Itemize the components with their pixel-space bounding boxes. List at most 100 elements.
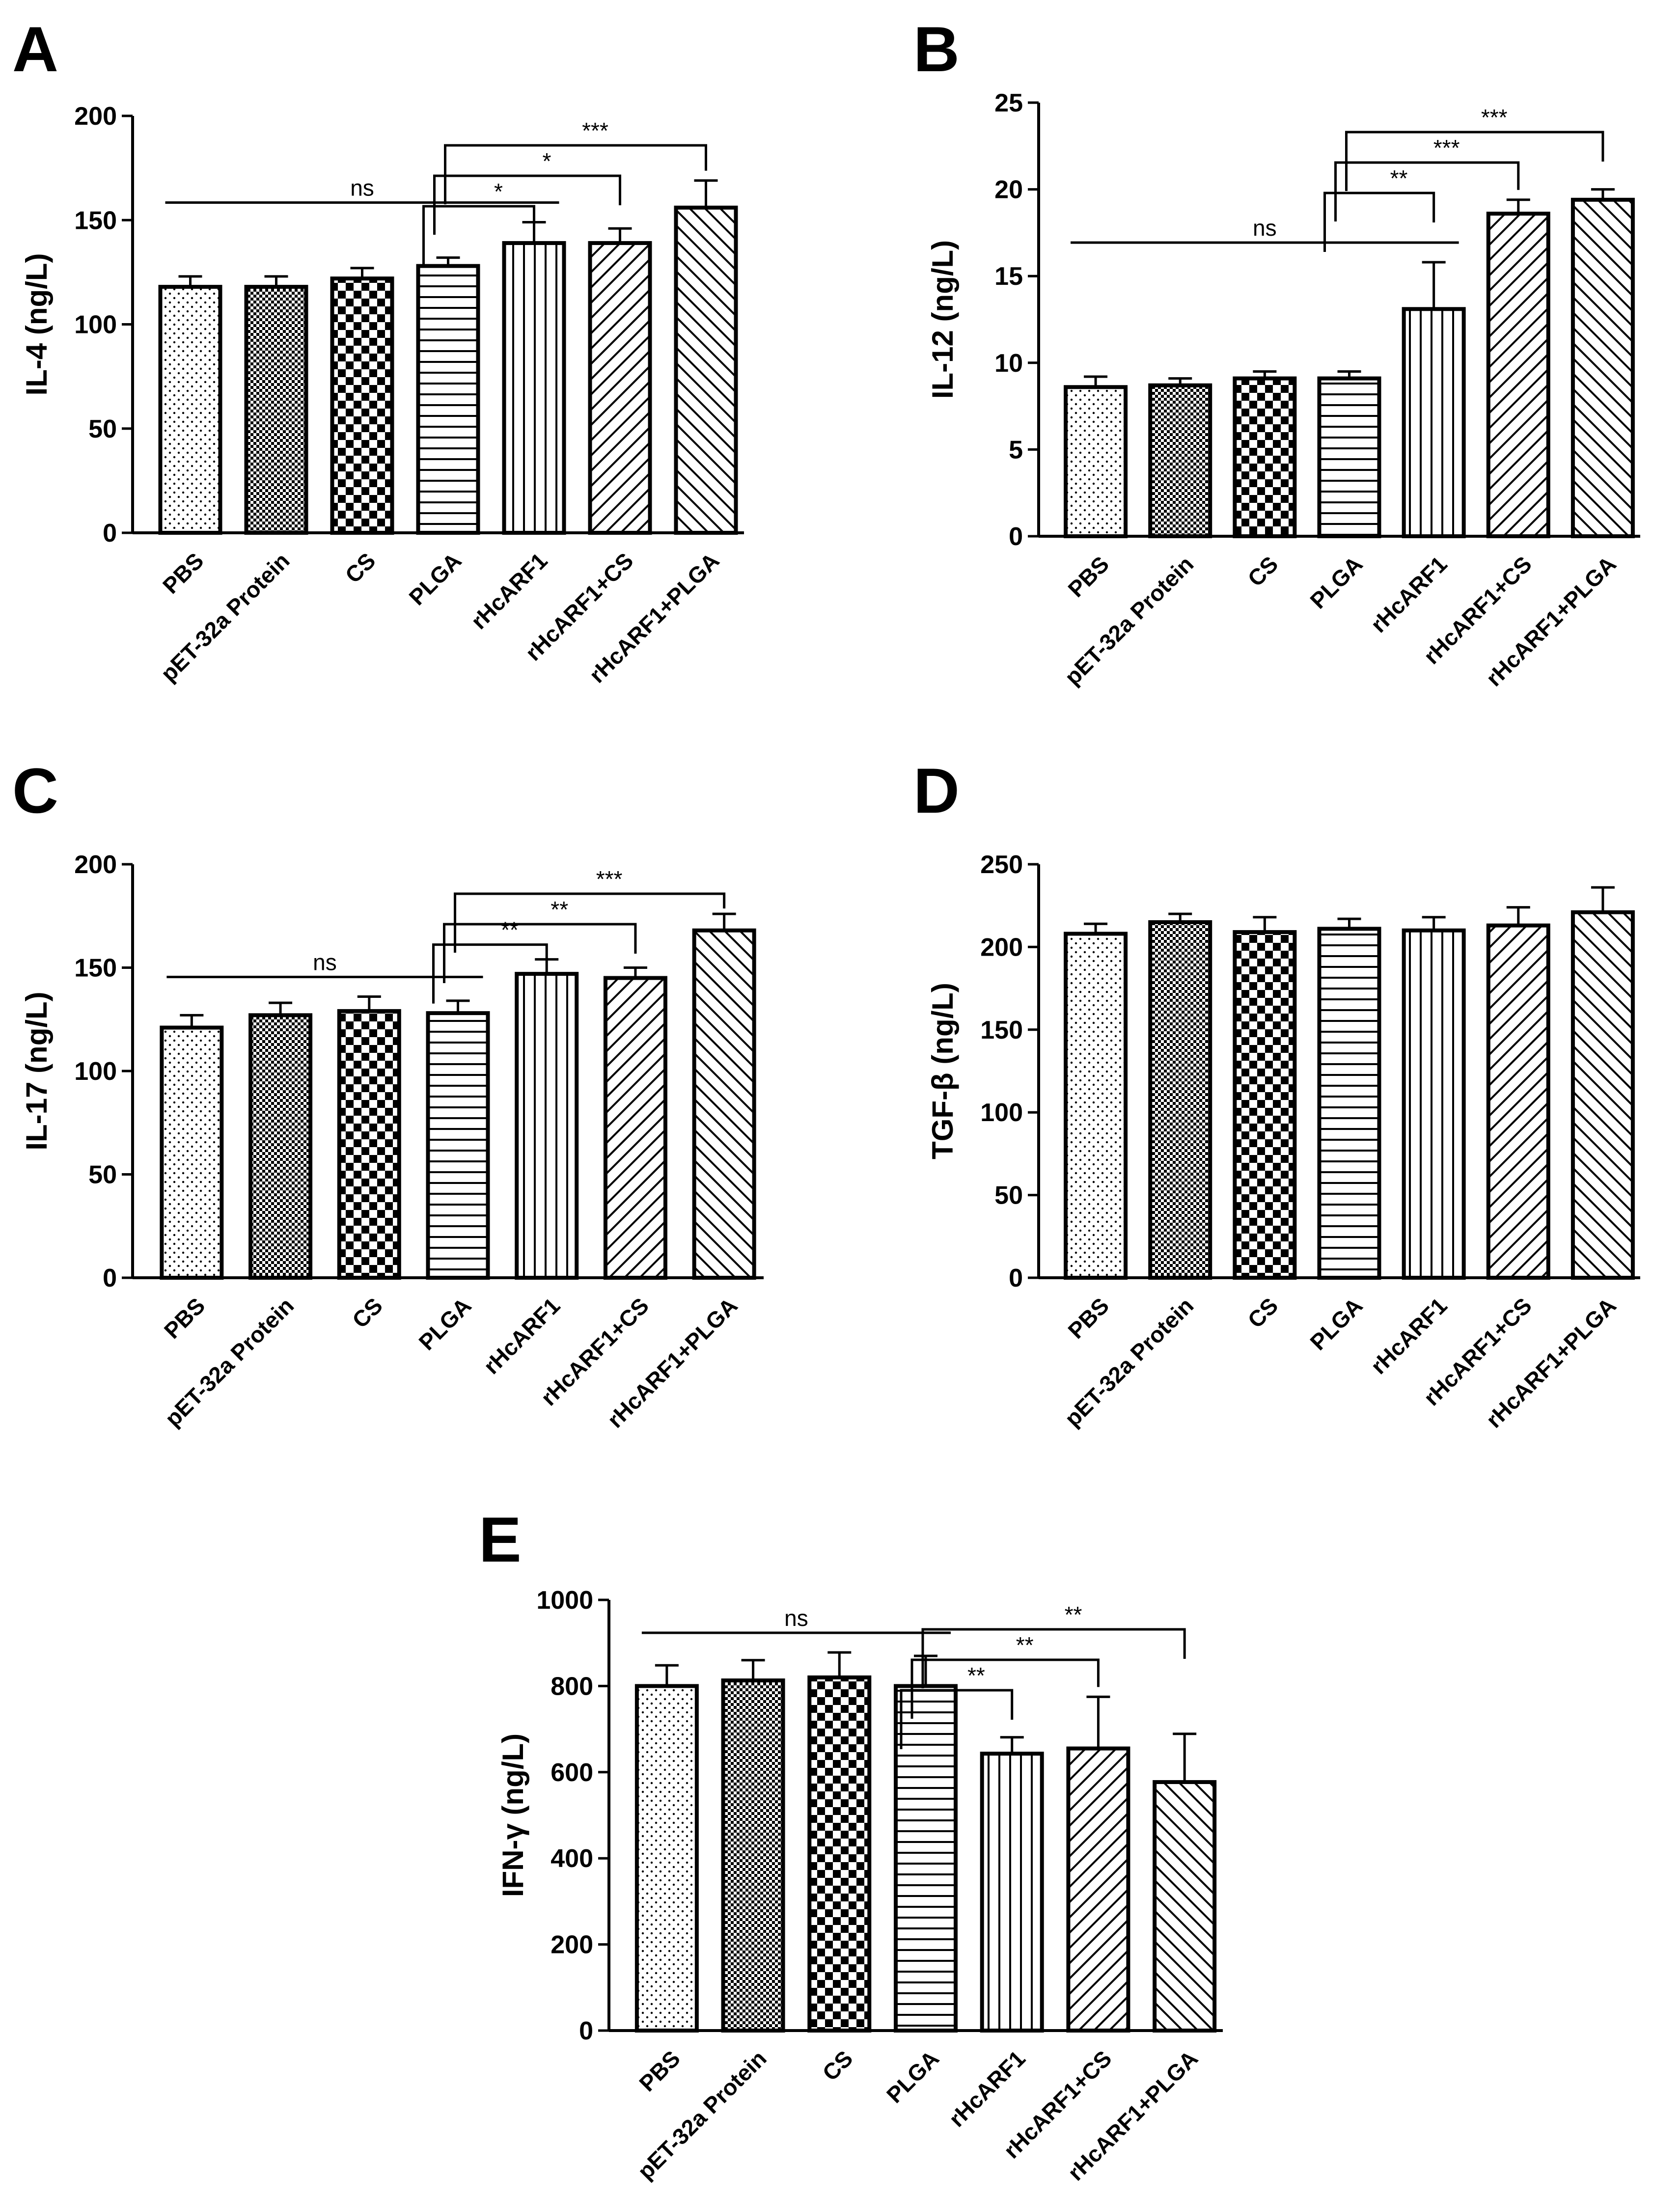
panel-e-error-bar-6 <box>1173 1732 1197 1782</box>
panel-c-y-axis-title: IL-17 (ng/L) <box>20 991 53 1150</box>
panel-a-error-bar-3 <box>436 256 460 266</box>
panel-e-y-tick-label: 0 <box>579 2017 593 2045</box>
panel-e-sig-label-2: ** <box>1065 1602 1082 1627</box>
panel-c-error-bar-2 <box>357 995 381 1011</box>
panel-b-y-axis-title: IL-12 (ng/L) <box>926 240 959 399</box>
panel-c-sig-bracket-1 <box>443 923 637 983</box>
panel-b-sig-label-0: ** <box>1390 165 1408 191</box>
panel-b-y-tick-label: 5 <box>1009 436 1023 464</box>
panel-c-sig-label-2: *** <box>596 866 623 892</box>
panel-e-bar-0 <box>634 1684 699 2033</box>
panel-a-error-bar-2 <box>350 267 374 279</box>
panel-a-y-tick-label: 100 <box>74 311 117 339</box>
panel-b-sig-bracket-2 <box>1345 131 1604 191</box>
panel-c-y-tick-label: 100 <box>74 1057 117 1086</box>
panel-c-bar-3 <box>426 1011 490 1280</box>
panel-d-error-bar-3 <box>1337 917 1361 929</box>
panel-d-y-tick-label: 200 <box>980 933 1023 962</box>
panel-d-x-label-3: PLGA <box>1305 1292 1367 1355</box>
panel-d-error-bar-2 <box>1253 916 1277 933</box>
panel-b-error-bar-0 <box>1084 375 1108 387</box>
panel-b-x-label-4: rHcARF1 <box>1366 551 1452 637</box>
panel-d-bar-6 <box>1570 910 1635 1280</box>
panel-b-error-bar-1 <box>1168 377 1192 385</box>
panel-e-x-label-2: CS <box>817 2045 857 2086</box>
panel-c-error-bar-1 <box>269 1001 293 1016</box>
panel-b-x-label-0: PBS <box>1063 551 1114 602</box>
panel-a-error-bar-0 <box>178 275 202 287</box>
panel-a-bar-3 <box>416 264 480 535</box>
panel-b-error-bar-6 <box>1591 188 1615 200</box>
panel-b-y-tick-label: 20 <box>994 176 1023 204</box>
panel-c-error-bar-6 <box>712 912 736 931</box>
panel-c-error-bar-3 <box>446 999 470 1014</box>
panel-e-ns-label: ns <box>784 1605 808 1631</box>
panel-a-sig-label-2: *** <box>582 118 608 143</box>
panel-a-bar-6 <box>674 205 738 535</box>
panel-c-bar-0 <box>160 1025 224 1280</box>
panel-e-y-tick-label: 600 <box>551 1759 593 1787</box>
panel-a-sig-bracket-0 <box>422 205 535 265</box>
panel-e-letter: E <box>479 1504 522 1575</box>
panel-d-y-tick-label: 150 <box>980 1016 1023 1045</box>
panel-d-bar-2 <box>1233 930 1297 1280</box>
panel-a-bar-2 <box>330 276 394 535</box>
panel-b-y-tick-label: 15 <box>994 262 1023 291</box>
panel-d-letter: D <box>913 755 960 826</box>
panel-c-y-tick-label: 50 <box>88 1161 117 1189</box>
panel-c-bar-1 <box>248 1013 313 1280</box>
panel-a-error-bar-1 <box>264 275 288 287</box>
panel-b-bar-5 <box>1486 212 1550 539</box>
panel-c-x-label-2: CS <box>347 1292 387 1333</box>
panel-e-error-bar-2 <box>827 1651 852 1677</box>
panel-e-y-tick-label: 400 <box>551 1844 593 1873</box>
panel-d-x-label-0: PBS <box>1063 1292 1114 1344</box>
panel-b-x-label-3: PLGA <box>1305 551 1367 613</box>
panel-a-y-axis-title: IL-4 (ng/L) <box>20 253 53 396</box>
panel-a-x-label-2: CS <box>340 548 381 588</box>
panel-e-bar-4 <box>980 1752 1044 2033</box>
panel-e-bar-3 <box>894 1684 958 2033</box>
panel-c-error-bar-4 <box>535 958 559 974</box>
panel-d-y-tick-label: 250 <box>980 851 1023 879</box>
panel-c-letter: C <box>12 755 58 826</box>
panel-a-bar-4 <box>502 241 566 535</box>
panel-c-sig-bracket-2 <box>454 892 726 953</box>
panel-b-sig-bracket-1 <box>1334 161 1520 221</box>
panel-e-bar-6 <box>1153 1780 1217 2033</box>
panel-e-error-bar-4 <box>1000 1736 1024 1754</box>
panel-a-y-tick-label: 200 <box>74 102 117 131</box>
panel-c-error-bar-0 <box>180 1014 204 1028</box>
panel-d-error-bar-5 <box>1506 906 1530 926</box>
panel-e-bar-5 <box>1066 1746 1130 2033</box>
panel-d-bar-5 <box>1486 923 1550 1280</box>
panel-b-y-tick-label: 25 <box>994 89 1023 117</box>
panel-a-letter: A <box>12 13 58 85</box>
panel-d-y-tick-label: 50 <box>994 1182 1023 1210</box>
panel-c-bar-5 <box>603 976 667 1280</box>
panel-e-sig-bracket-1 <box>910 1658 1100 1719</box>
panel-b-bar-4 <box>1402 307 1466 538</box>
panel-b-error-bar-5 <box>1506 198 1530 214</box>
panel-b-y-tick-label: 0 <box>1009 522 1023 551</box>
panel-a-sig-label-0: * <box>494 179 503 204</box>
panel-d-x-label-4: rHcARF1 <box>1366 1292 1452 1379</box>
panel-d-x-label-2: CS <box>1242 1292 1283 1333</box>
panel-e-error-bar-1 <box>741 1659 765 1680</box>
panel-a-y-tick-label: 150 <box>74 206 117 235</box>
panel-d-bar-3 <box>1317 927 1381 1280</box>
panel-a-x-label-4: rHcARF1 <box>466 548 552 634</box>
panel-d-error-bar-1 <box>1168 912 1192 922</box>
panel-c-error-bar-5 <box>623 966 647 978</box>
panel-a-sig-bracket-2 <box>444 144 707 204</box>
panel-c-ns-label: ns <box>313 949 337 975</box>
panel-d-bar-0 <box>1064 932 1128 1280</box>
panel-e-error-bar-5 <box>1086 1695 1110 1749</box>
panel-d-error-bar-6 <box>1591 886 1615 912</box>
panel-a-bar-0 <box>158 285 222 535</box>
panel-b-y-tick-label: 10 <box>994 349 1023 378</box>
